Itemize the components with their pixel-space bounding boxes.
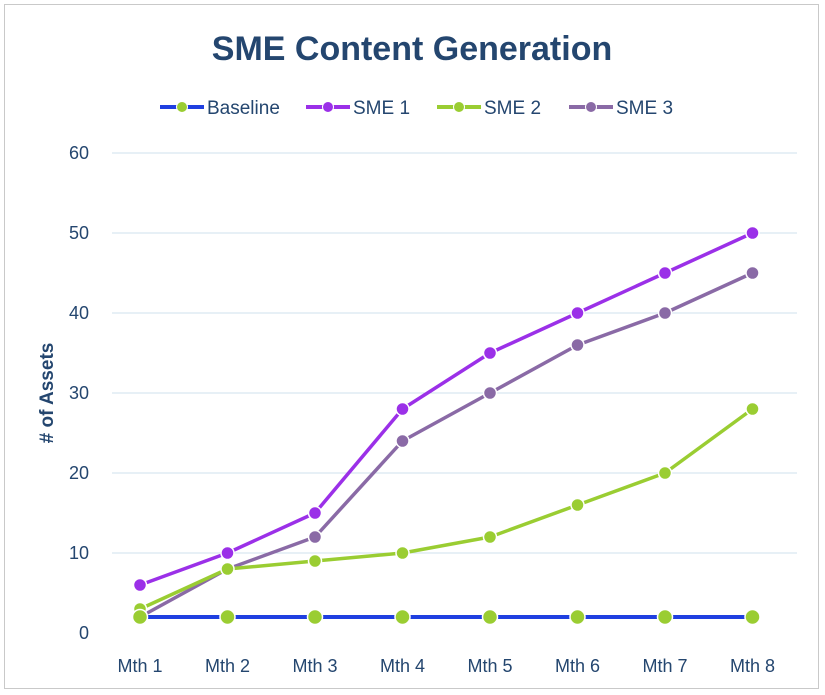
- x-tick-label: Mth 4: [380, 656, 425, 676]
- legend-marker: [322, 101, 334, 113]
- x-axis-ticks: Mth 1 Mth 2 Mth 3 Mth 4 Mth 5 Mth 6 Mth 7 Mth 8: [117, 656, 775, 676]
- data-point: [219, 608, 236, 626]
- data-point: [745, 225, 760, 241]
- data-point: [220, 545, 235, 561]
- y-tick-label: 0: [79, 623, 89, 643]
- y-axis-ticks: 0 10 20 30 40 50 60: [69, 143, 89, 643]
- data-point: [132, 577, 148, 593]
- legend-label: SME 1: [353, 98, 410, 119]
- data-point: [307, 553, 323, 569]
- data-point: [307, 505, 323, 521]
- series-sme-2: [132, 401, 760, 617]
- legend-marker: [585, 101, 597, 113]
- data-point: [395, 433, 410, 449]
- data-point: [395, 545, 410, 561]
- data-point: [657, 305, 673, 321]
- x-tick-label: Mth 3: [292, 656, 337, 676]
- data-point: [481, 608, 499, 626]
- chart-title: SME Content Generation: [212, 30, 612, 68]
- data-point: [657, 465, 673, 481]
- legend-label: Baseline: [207, 98, 280, 119]
- legend-marker: [176, 101, 188, 113]
- data-point: [306, 608, 324, 626]
- data-point: [745, 401, 760, 417]
- series-sme-1: [132, 225, 760, 593]
- legend-item: SME 2: [437, 98, 541, 119]
- legend-marker: [453, 101, 465, 113]
- legend-item: Baseline: [160, 98, 280, 119]
- series-line: [139, 271, 754, 619]
- data-point: [131, 608, 149, 626]
- series-baseline: [131, 608, 761, 626]
- data-point: [745, 265, 760, 281]
- y-tick-label: 50: [69, 223, 89, 243]
- data-point: [569, 608, 586, 626]
- x-tick-label: Mth 6: [555, 656, 600, 676]
- data-point: [744, 608, 761, 626]
- data-point: [657, 265, 673, 281]
- legend-item: SME 3: [569, 98, 673, 119]
- data-point: [395, 401, 410, 417]
- data-point: [570, 497, 585, 513]
- data-point: [482, 529, 498, 545]
- y-axis-label: # of Assets: [37, 343, 58, 444]
- data-point: [656, 608, 674, 626]
- x-tick-label: Mth 2: [205, 656, 250, 676]
- x-tick-label: Mth 1: [117, 656, 162, 676]
- chart-frame: [4, 4, 819, 689]
- data-point: [220, 561, 235, 577]
- y-tick-label: 30: [69, 383, 89, 403]
- legend-label: SME 3: [616, 98, 673, 119]
- legend-item: SME 1: [306, 98, 410, 119]
- y-tick-label: 40: [69, 303, 89, 323]
- y-tick-label: 20: [69, 463, 89, 483]
- x-tick-label: Mth 5: [467, 656, 512, 676]
- gridlines: [112, 152, 797, 554]
- legend-label: SME 2: [484, 98, 541, 119]
- series-line: [139, 231, 754, 587]
- data-point: [307, 529, 323, 545]
- data-point: [482, 345, 498, 361]
- series-line: [139, 407, 754, 611]
- y-tick-label: 10: [69, 543, 89, 563]
- data-point: [394, 608, 411, 626]
- y-tick-label: 60: [69, 143, 89, 163]
- data-point: [482, 385, 498, 401]
- data-point: [570, 305, 585, 321]
- series-layer: [131, 225, 761, 626]
- series-sme-3: [132, 265, 760, 625]
- data-point: [570, 337, 585, 353]
- x-tick-label: Mth 7: [642, 656, 687, 676]
- x-tick-label: Mth 8: [730, 656, 775, 676]
- legend: Baseline SME 1 SME 2 SME 3: [160, 98, 673, 119]
